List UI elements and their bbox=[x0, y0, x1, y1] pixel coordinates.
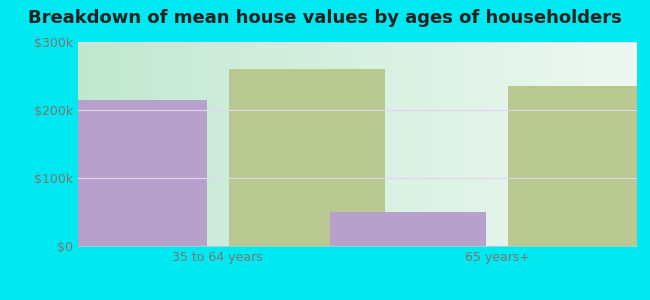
Bar bbox=[229, 69, 385, 246]
Bar bbox=[508, 86, 650, 246]
Bar bbox=[330, 212, 486, 246]
Text: Breakdown of mean house values by ages of householders: Breakdown of mean house values by ages o… bbox=[28, 9, 622, 27]
Bar bbox=[50, 100, 207, 246]
